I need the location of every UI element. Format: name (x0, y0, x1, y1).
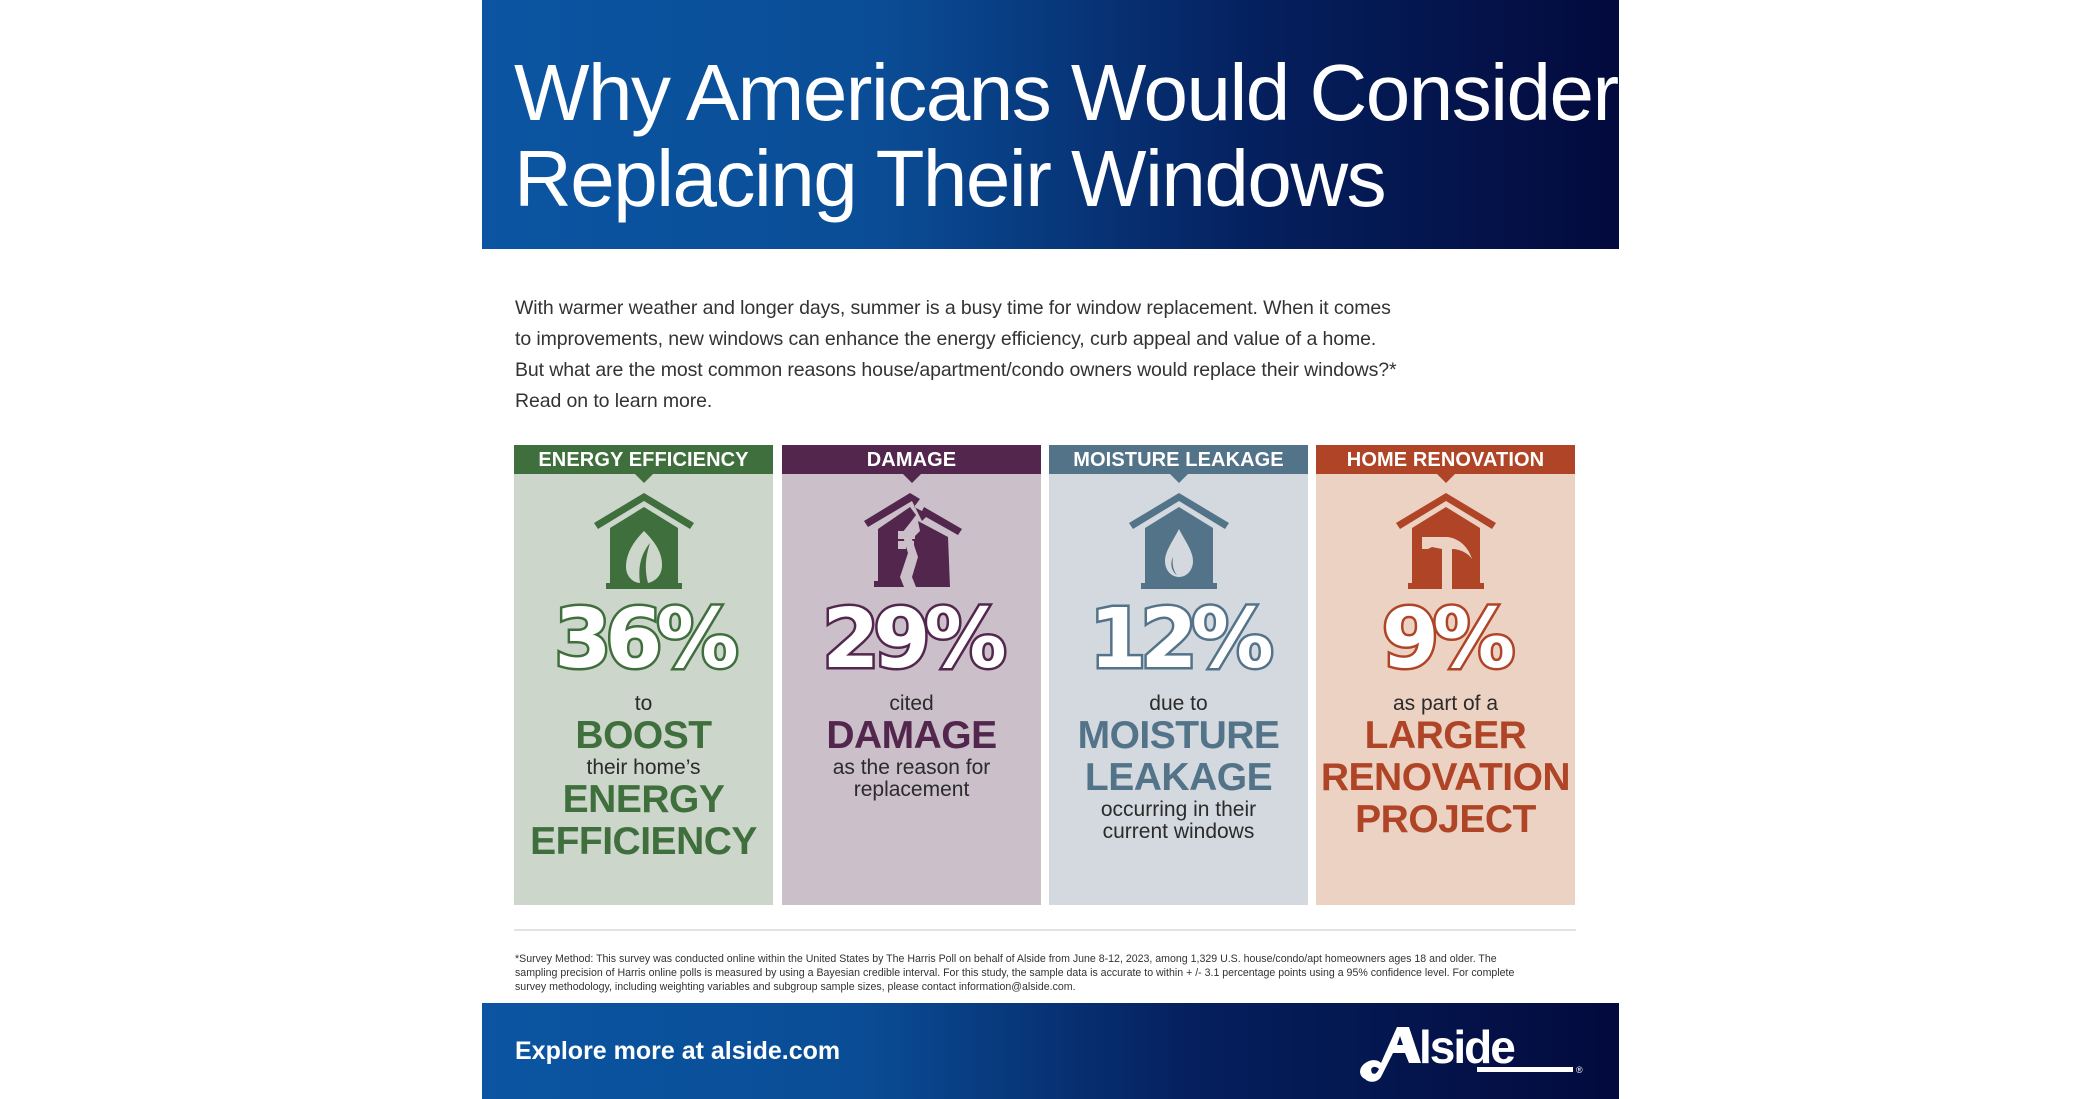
desc-highlight: ENERGY (562, 778, 725, 821)
title-line-1: Why Americans Would Consider (514, 48, 1619, 137)
card-heading: DAMAGE (782, 445, 1041, 474)
desc-line: occurring in their (1100, 798, 1257, 821)
desc-line: cited (889, 692, 934, 715)
intro-line: Read on to learn more. (515, 390, 713, 412)
desc-line: their home’s (586, 756, 701, 779)
footer-banner: Explore more at alside.com lside ® (482, 1003, 1619, 1099)
stat-percent: 9% (1379, 592, 1517, 687)
intro-line: But what are the most common reasons hou… (515, 359, 1397, 381)
explore-link[interactable]: Explore more at alside.com (515, 1037, 841, 1065)
stat-percent: 12% (1087, 592, 1276, 687)
house-water-drop-icon (1128, 493, 1229, 589)
card-home-renovation: HOME RENOVATION 9% as part of a LARGER R… (1316, 445, 1575, 905)
intro-line: to improvements, new windows can enhance… (515, 328, 1377, 350)
survey-footnote: *Survey Method: This survey was conducte… (515, 952, 1585, 994)
desc-highlight: LARGER (1364, 714, 1527, 757)
card-heading: MOISTURE LEAKAGE (1049, 445, 1308, 474)
desc-line: current windows (1102, 820, 1255, 843)
card-energy-efficiency: ENERGY EFFICIENCY 36% to BOOST their hom… (514, 445, 773, 905)
stat-percent: 36% (552, 592, 741, 687)
card-description: to BOOST their home’s ENERGY EFFICIENCY (514, 693, 773, 863)
desc-highlight: EFFICIENCY (530, 820, 757, 863)
header-banner: Why Americans Would Consider Replacing T… (482, 0, 1619, 249)
footnote-line: survey methodology, including weighting … (515, 981, 1076, 993)
infographic: Why Americans Would Consider Replacing T… (482, 0, 1619, 1099)
intro-paragraph: With warmer weather and longer days, sum… (515, 293, 1605, 417)
svg-text:®: ® (1576, 1065, 1583, 1075)
house-hammer-icon (1395, 493, 1496, 589)
card-description: cited DAMAGE as the reason for replaceme… (782, 693, 1041, 801)
heading-pointer (1436, 474, 1455, 483)
house-damaged-icon (863, 493, 962, 587)
stat-percent: 29% (820, 592, 1009, 687)
footnote-line: *Survey Method: This survey was conducte… (515, 953, 1497, 965)
desc-line: as the reason for (832, 756, 991, 779)
desc-highlight: RENOVATION (1320, 756, 1571, 799)
heading-pointer (634, 474, 653, 483)
footnote-line: sampling precision of Harris online poll… (515, 967, 1515, 979)
card-description: as part of a LARGER RENOVATION PROJECT (1316, 693, 1575, 841)
alside-logo: lside ® (1360, 1023, 1583, 1082)
heading-pointer (1169, 474, 1188, 483)
divider (514, 929, 1576, 931)
card-heading: ENERGY EFFICIENCY (514, 445, 773, 474)
desc-line: due to (1149, 692, 1208, 715)
desc-highlight: LEAKAGE (1084, 756, 1273, 799)
desc-line: replacement (853, 778, 970, 801)
card-moisture-leakage: MOISTURE LEAKAGE 12% due to MOISTURE LEA… (1049, 445, 1308, 905)
page-title: Why Americans Would Consider Replacing T… (514, 48, 1619, 223)
desc-highlight: BOOST (575, 714, 712, 757)
card-damage: DAMAGE 29% cited DAMAGE as the reason fo… (782, 445, 1041, 905)
desc-highlight: DAMAGE (826, 714, 997, 757)
card-heading: HOME RENOVATION (1316, 445, 1575, 474)
title-line-2: Replacing Their Windows (514, 134, 1387, 223)
svg-text:lside: lside (1419, 1023, 1515, 1073)
desc-line: to (634, 692, 653, 715)
stat-cards: ENERGY EFFICIENCY 36% to BOOST their hom… (514, 445, 1576, 905)
desc-highlight: MOISTURE (1077, 714, 1280, 757)
house-leaf-icon (593, 493, 694, 589)
desc-line: as part of a (1392, 692, 1499, 715)
desc-highlight: PROJECT (1355, 798, 1536, 841)
intro-line: With warmer weather and longer days, sum… (515, 297, 1391, 319)
heading-pointer (902, 474, 921, 483)
card-description: due to MOISTURE LEAKAGE occurring in the… (1049, 693, 1308, 843)
